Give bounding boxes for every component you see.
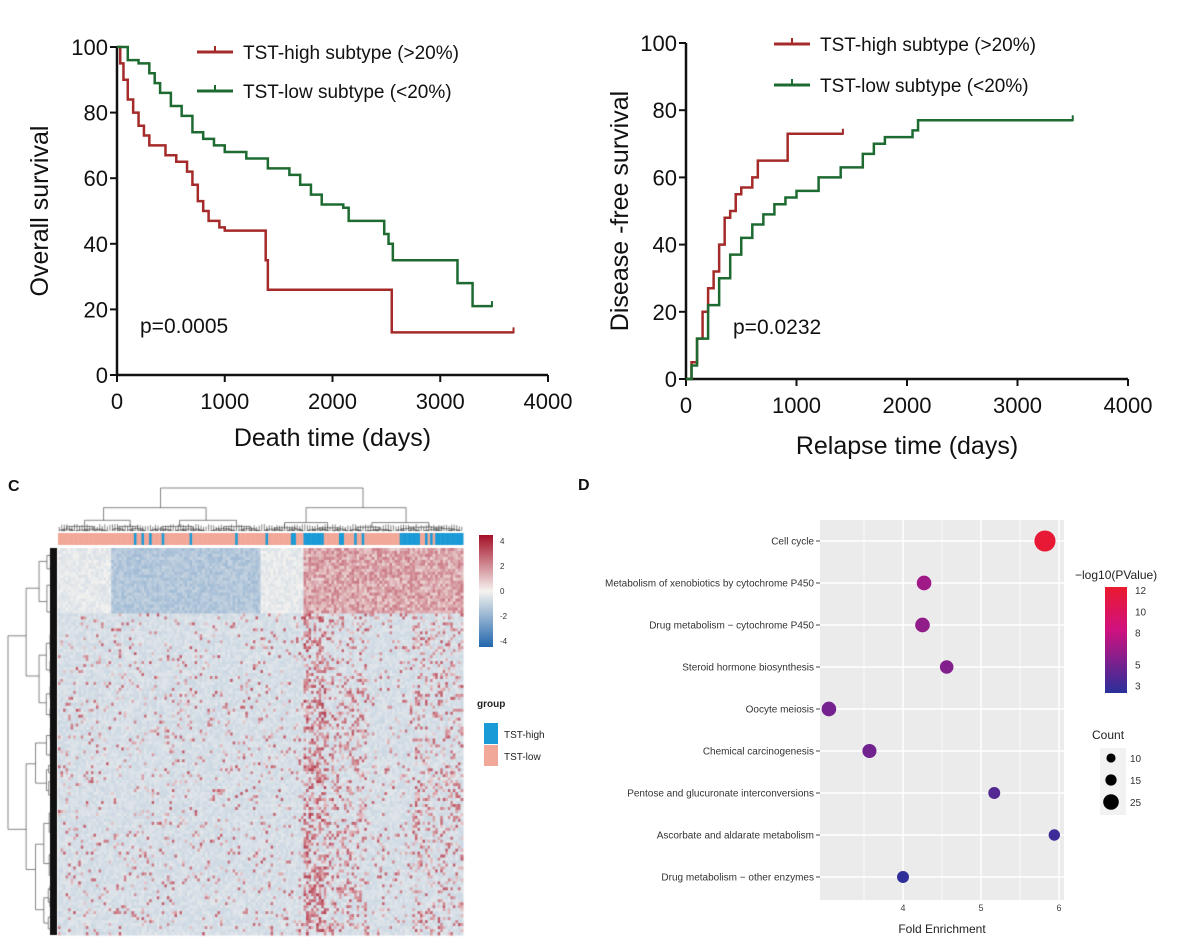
panel-label-d: D xyxy=(578,477,590,494)
size-legend-label: 10 xyxy=(1130,754,1142,765)
x-tick-label: 1000 xyxy=(772,393,821,418)
color-legend-tick: 10 xyxy=(1135,607,1147,618)
color-legend-tick: 5 xyxy=(1135,660,1141,671)
size-legend-label: 25 xyxy=(1130,798,1142,809)
size-legend-dot xyxy=(1103,794,1119,810)
color-legend-tick: 3 xyxy=(1135,682,1141,693)
survival-curve-tst-high xyxy=(117,45,514,334)
x-tick-label: 6 xyxy=(1056,903,1061,913)
y-tick-label: 0 xyxy=(665,367,677,392)
enrichment-dot xyxy=(1034,530,1056,552)
y-tick-label: 60 xyxy=(84,166,108,191)
x-tick-label: 4000 xyxy=(1104,393,1153,418)
legend-label: TST-low subtype (<20%) xyxy=(820,76,1029,97)
x-tick-label: 5 xyxy=(978,903,983,913)
enrichment-dot xyxy=(821,701,837,717)
x-tick-label: 3000 xyxy=(993,393,1042,418)
legend-label: TST-high subtype (>20%) xyxy=(243,43,459,64)
pathway-label: Drug metabolism − other enzymes xyxy=(661,873,814,884)
legend-label: TST-high subtype (>20%) xyxy=(820,35,1036,56)
y-tick-label: 20 xyxy=(84,297,108,322)
x-tick-label: 0 xyxy=(111,389,123,414)
legend-label: TST-low subtype (<20%) xyxy=(243,82,452,103)
color-legend-tick: 12 xyxy=(1135,586,1147,597)
survival-curve-tst-low xyxy=(117,45,492,308)
size-legend-dot xyxy=(1105,774,1117,786)
x-tick-label: 3000 xyxy=(416,389,465,414)
survival-curve-tst-high xyxy=(686,132,843,381)
y-tick-label: 40 xyxy=(653,233,677,258)
color-legend-bar xyxy=(1105,587,1127,693)
pathway-label: Metabolism of xenobiotics by cytochrome … xyxy=(605,579,814,590)
enrichment-dot xyxy=(915,617,930,633)
x-axis-title: Death time (days) xyxy=(234,424,431,452)
p-value-annotation: p=0.0232 xyxy=(733,316,821,339)
x-tick-label: 0 xyxy=(680,393,692,418)
survival-curve-tst-low xyxy=(686,119,1073,381)
enrichment-dot xyxy=(1048,829,1061,841)
x-tick-label: 1000 xyxy=(200,389,249,414)
y-tick-label: 40 xyxy=(84,232,108,257)
x-tick-label: 4 xyxy=(900,903,905,913)
y-axis-title: Disease -free survival xyxy=(606,91,634,331)
color-legend-tick: 8 xyxy=(1135,629,1141,640)
y-axis-title: Overall survival xyxy=(26,126,54,297)
enrichment-dot xyxy=(916,575,932,591)
heatmap-canvas xyxy=(0,480,580,950)
enrichment-dot xyxy=(862,743,877,759)
size-legend-label: 15 xyxy=(1130,776,1142,787)
pathway-label: Oocyte meiosis xyxy=(746,705,814,716)
color-legend-title: −log10(PValue) xyxy=(1075,568,1157,582)
pathway-label: Pentose and glucuronate interconversions xyxy=(627,789,814,800)
y-tick-label: 100 xyxy=(71,35,108,60)
pathway-label: Drug metabolism − cytochrome P450 xyxy=(649,621,814,632)
y-tick-label: 0 xyxy=(96,363,108,388)
size-legend-dot xyxy=(1106,753,1116,763)
enrichment-dot xyxy=(939,660,954,674)
pathway-label: Chemical carcinogenesis xyxy=(703,747,814,758)
enrichment-dot xyxy=(897,871,909,883)
y-tick-label: 80 xyxy=(653,98,677,123)
x-axis-title: Fold Enrichment xyxy=(898,922,986,936)
x-tick-label: 4000 xyxy=(524,389,573,414)
pathway-label: Ascorbate and aldarate metabolism xyxy=(657,831,814,842)
y-tick-label: 20 xyxy=(653,300,677,325)
pathway-label: Cell cycle xyxy=(771,537,814,548)
x-axis-title: Relapse time (days) xyxy=(796,432,1018,460)
pathway-label: Steroid hormone biosynthesis xyxy=(682,663,814,674)
size-legend-title: Count xyxy=(1092,728,1125,742)
p-value-annotation: p=0.0005 xyxy=(140,315,228,338)
y-tick-label: 100 xyxy=(640,31,677,56)
y-tick-label: 60 xyxy=(653,165,677,190)
y-tick-label: 80 xyxy=(84,101,108,126)
x-tick-label: 2000 xyxy=(883,393,932,418)
x-tick-label: 2000 xyxy=(308,389,357,414)
enrichment-dot xyxy=(988,787,1001,799)
